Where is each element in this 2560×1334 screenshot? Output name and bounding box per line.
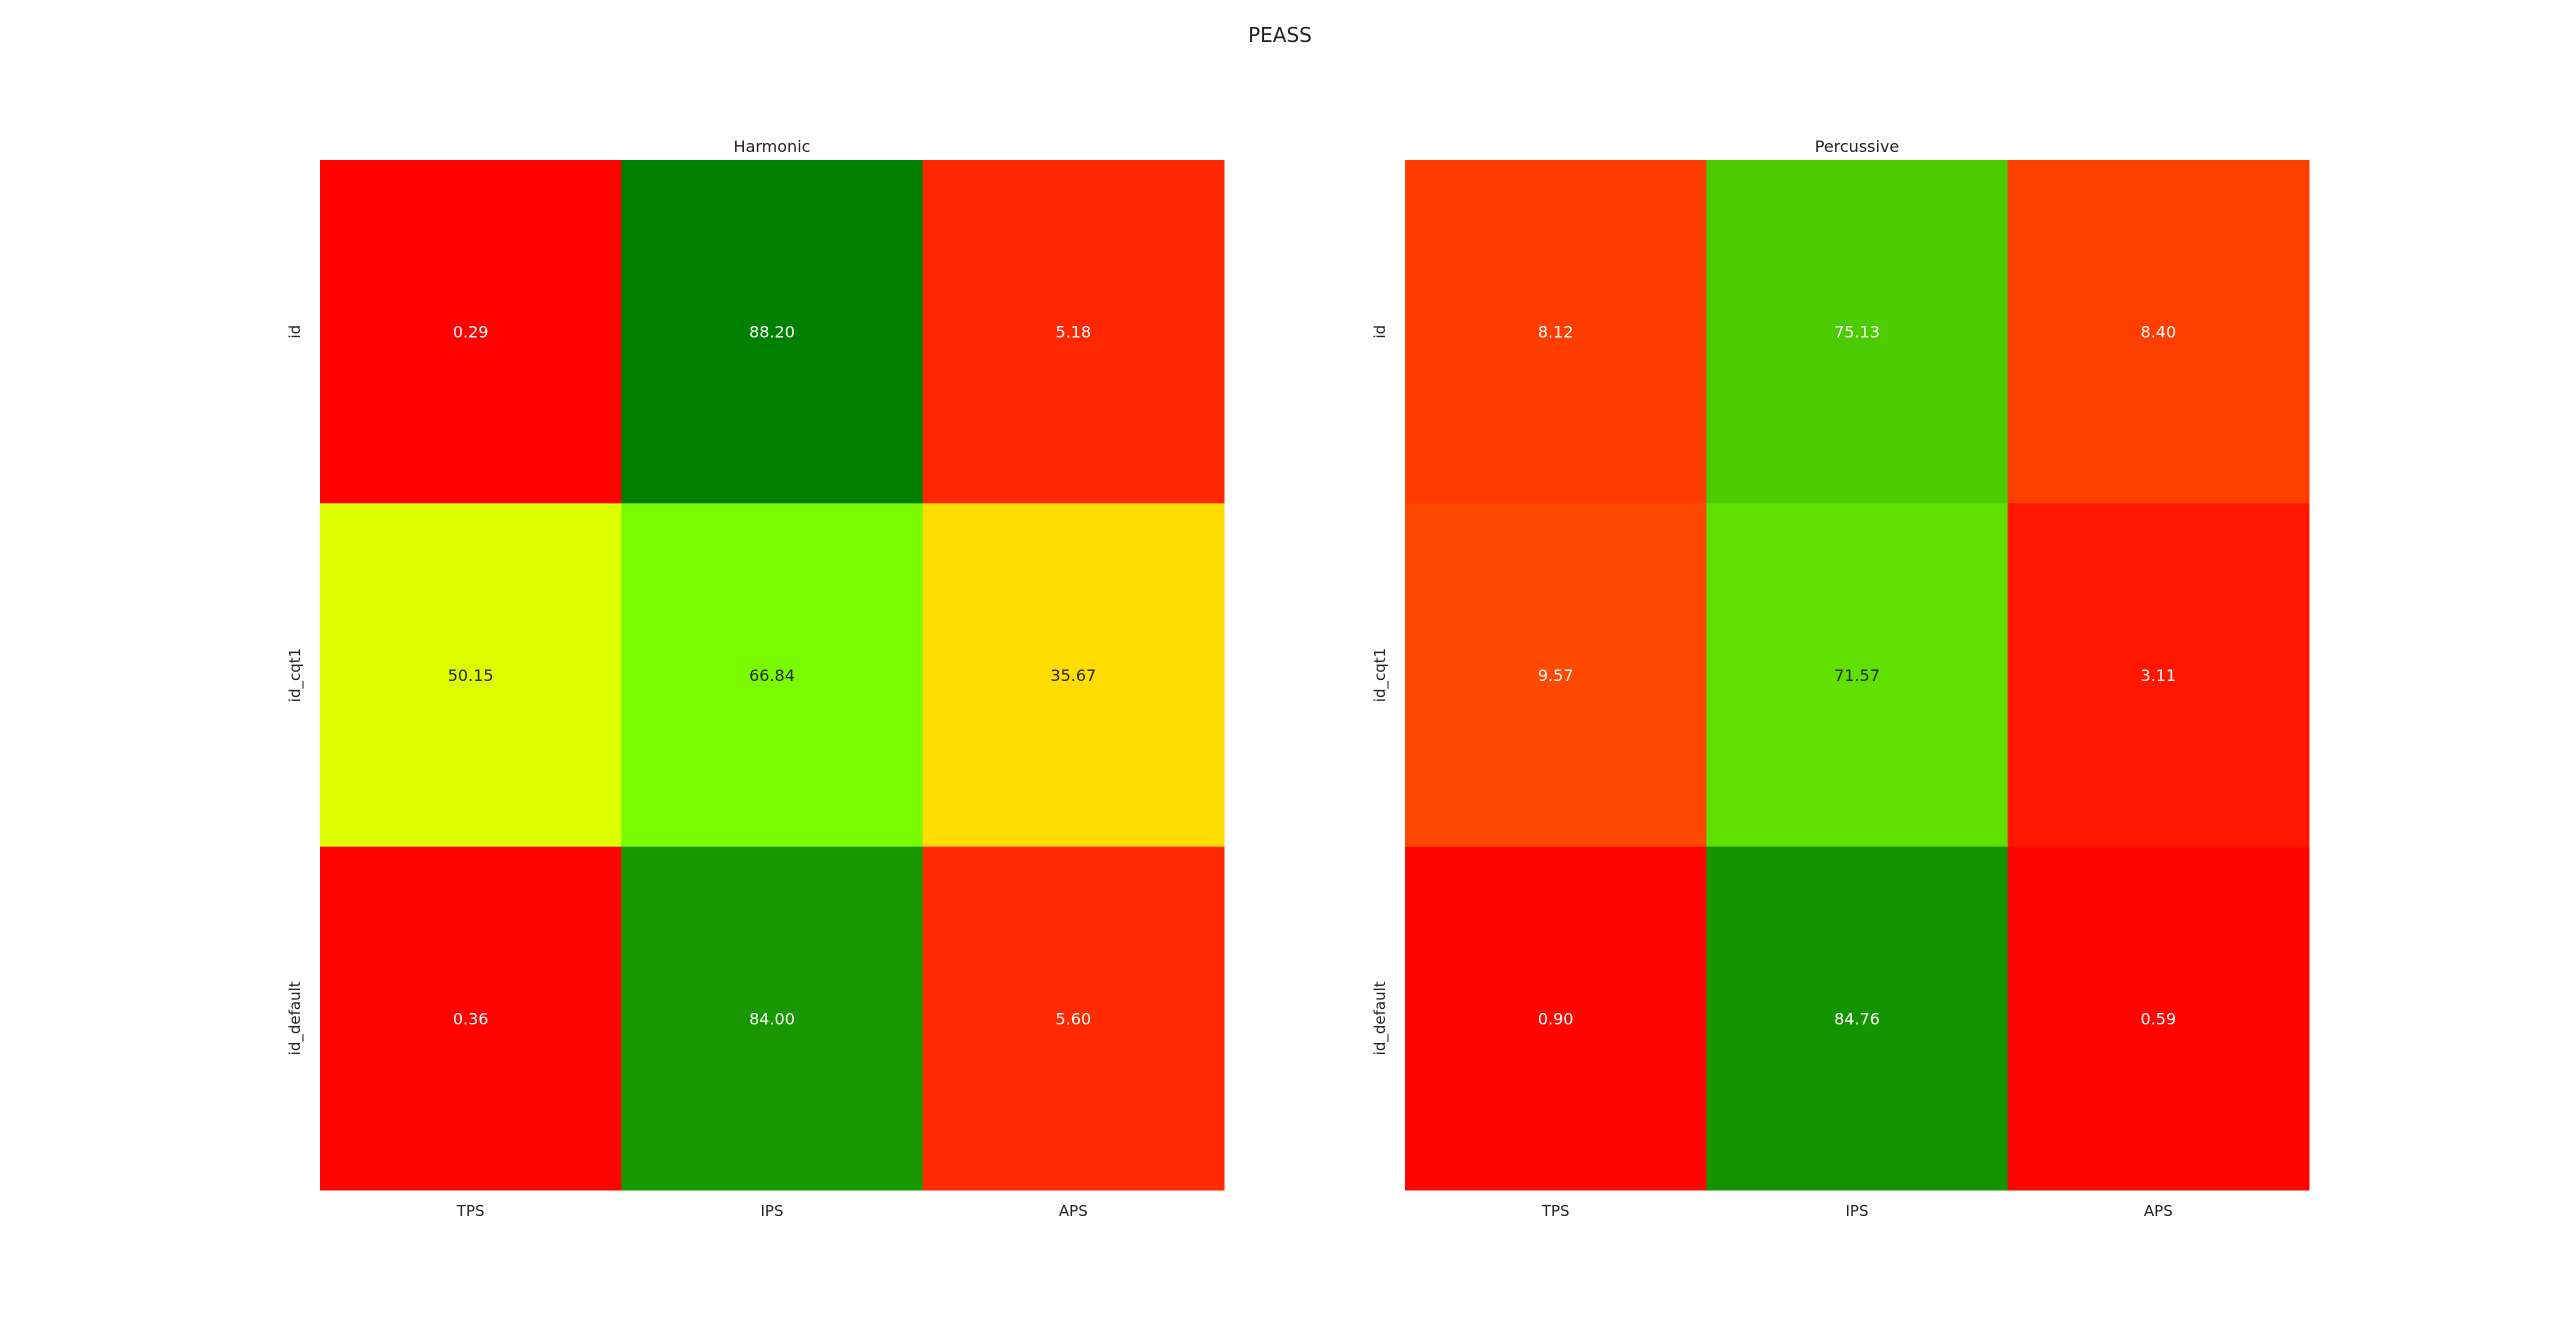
x-tick-label: IPS — [1846, 1202, 1869, 1220]
heatmap-cell — [1706, 846, 2009, 1191]
cell-value-label: 5.60 — [1056, 1009, 1092, 1028]
heatmap-cell — [621, 846, 924, 1191]
x-tick-label: TPS — [456, 1202, 485, 1220]
cell-value-label: 35.67 — [1050, 666, 1096, 685]
y-tick-label: id — [286, 325, 304, 339]
heatmap-cell — [922, 846, 1225, 1191]
heatmap-cell — [1706, 160, 2009, 504]
y-tick-label: id_cqt1 — [286, 648, 305, 702]
cell-value-label: 71.57 — [1834, 666, 1880, 685]
heatmap-cell — [922, 503, 1225, 848]
cell-value-label: 5.18 — [1056, 323, 1092, 342]
cell-value-label: 84.00 — [749, 1009, 795, 1028]
heatmap-cell — [922, 160, 1225, 504]
panel-title: Harmonic — [734, 137, 811, 156]
cell-value-label: 0.29 — [453, 323, 489, 342]
x-tick-label: TPS — [1541, 1202, 1570, 1220]
heatmap-cell — [1405, 160, 1707, 504]
heatmap-cell — [1706, 503, 2009, 848]
cell-value-label: 50.15 — [448, 666, 494, 685]
heatmap-cell — [1405, 846, 1707, 1191]
heatmap-cell — [1405, 503, 1707, 848]
cell-value-label: 0.59 — [2141, 1009, 2177, 1028]
panel-title: Percussive — [1815, 137, 1900, 156]
cell-value-label: 88.20 — [749, 323, 795, 342]
heatmap-cell — [320, 503, 622, 848]
cell-value-label: 75.13 — [1834, 323, 1880, 342]
cell-value-label: 84.76 — [1834, 1009, 1880, 1028]
heatmap-cell — [2007, 846, 2310, 1191]
heatmap-cell — [320, 160, 622, 504]
heatmap-cell — [621, 503, 924, 848]
y-tick-label: id_default — [1371, 981, 1390, 1055]
cell-value-label: 66.84 — [749, 666, 795, 685]
x-tick-label: APS — [1059, 1202, 1088, 1220]
heatmap-percussive: Percussive 8.12 75.13 8.40 9.57 71.57 3.11 0.90… — [1371, 137, 2310, 1220]
cell-value-label: 0.36 — [453, 1009, 489, 1028]
heatmap-panels: Harmonic 0.29 88.20 5.18 50.15 66.84 35.67 0.36… — [286, 137, 2310, 1220]
x-tick-label: IPS — [761, 1202, 784, 1220]
heatmap-cell — [621, 160, 924, 504]
y-tick-label: id_cqt1 — [1371, 648, 1390, 702]
y-tick-label: id — [1371, 325, 1389, 339]
figure-title: PEASS — [1248, 23, 1312, 47]
heatmap-cell — [2007, 503, 2310, 848]
cell-value-label: 8.40 — [2141, 323, 2177, 342]
heatmap-cell — [2007, 160, 2310, 504]
heatmap-harmonic: Harmonic 0.29 88.20 5.18 50.15 66.84 35.67 0.36… — [286, 137, 1225, 1220]
cell-value-label: 8.12 — [1538, 323, 1574, 342]
heatmap-cell — [320, 846, 622, 1191]
x-tick-label: APS — [2144, 1202, 2173, 1220]
cell-value-label: 0.90 — [1538, 1009, 1574, 1028]
cell-value-label: 3.11 — [2141, 666, 2177, 685]
cell-value-label: 9.57 — [1538, 666, 1574, 685]
y-tick-label: id_default — [286, 981, 305, 1055]
